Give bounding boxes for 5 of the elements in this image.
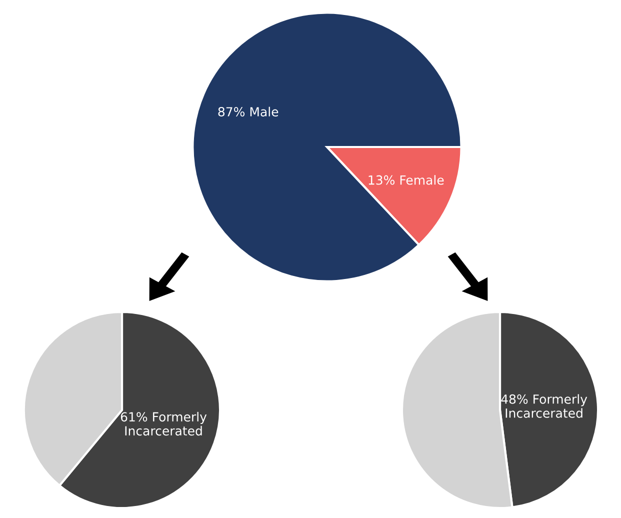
pie-slice — [192, 12, 462, 282]
slice-label: 13% Female — [368, 175, 444, 185]
slice-label: 61% Formerly Incarcerated — [120, 412, 207, 436]
slice-label: 87% Male — [218, 106, 278, 116]
slice-label: 48% Formerly Incarcerated — [501, 394, 588, 418]
